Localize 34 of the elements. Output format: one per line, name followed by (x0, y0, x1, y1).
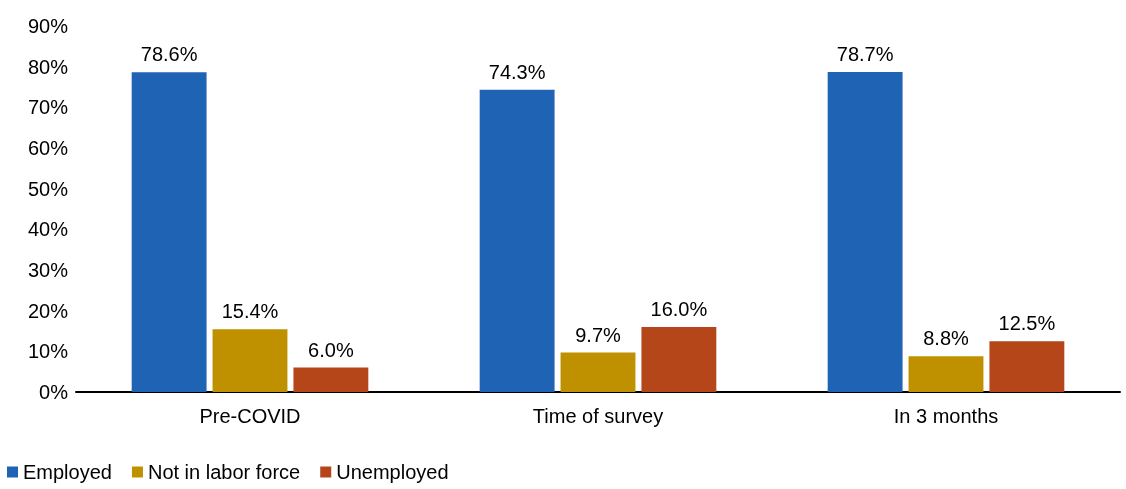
data-label: 78.7% (836, 42, 894, 65)
y-tick-label: 90% (27, 15, 69, 37)
bar (641, 326, 717, 392)
x-tick-label: In 3 months (893, 405, 999, 427)
y-tick-label: 0% (39, 381, 69, 403)
bar (560, 352, 636, 392)
bar (989, 341, 1065, 392)
legend-label: Not in labor force (147, 461, 301, 483)
bar (908, 356, 984, 392)
legend-label: Employed (23, 461, 112, 483)
y-tick-label: 10% (27, 340, 69, 363)
y-tick-label: 40% (27, 218, 69, 241)
x-tick-label: Pre-COVID (199, 405, 301, 427)
legend-label: Unemployed (336, 461, 449, 483)
bar (131, 72, 207, 392)
x-tick-label: Time of survey (532, 405, 664, 427)
y-tick-label: 20% (27, 299, 69, 322)
data-label: 12.5% (998, 312, 1056, 335)
data-label: 74.3% (488, 60, 546, 83)
data-label: 78.6% (140, 43, 198, 66)
y-tick-label: 50% (27, 177, 69, 200)
data-label: 16.0% (650, 297, 708, 320)
y-tick-label: 80% (27, 55, 69, 78)
bar (293, 367, 369, 392)
data-label: 15.4% (221, 300, 279, 323)
data-label: 8.8% (923, 327, 970, 350)
bar (212, 329, 288, 392)
y-tick-label: 30% (27, 259, 69, 281)
data-label: 9.7% (575, 323, 622, 346)
bar (479, 89, 555, 392)
bar (827, 71, 903, 392)
y-tick-label: 70% (27, 96, 69, 119)
data-label: 6.0% (308, 338, 354, 361)
y-tick-label: 60% (27, 137, 69, 159)
